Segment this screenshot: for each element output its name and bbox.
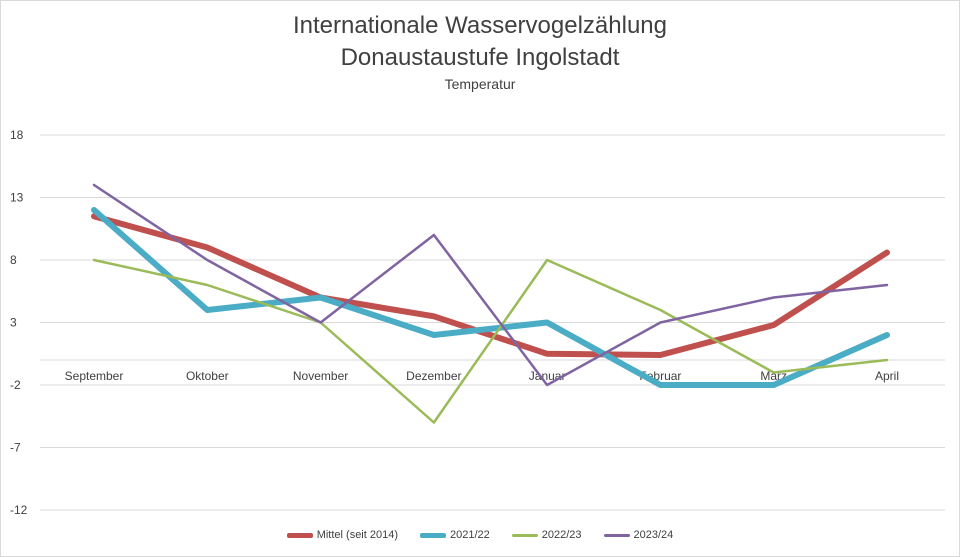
chart-title: Internationale Wasservogelzählung bbox=[292, 12, 667, 39]
legend-swatch bbox=[511, 533, 538, 537]
y-tick-labels: 18 13 8 3 -2 -7 -12 bbox=[10, 128, 28, 517]
y-tick-label: 18 bbox=[10, 128, 24, 142]
legend-item-1: 2021/22 bbox=[420, 529, 490, 541]
series-line-2 bbox=[92, 258, 889, 424]
y-tick-label: -2 bbox=[10, 378, 21, 392]
y-tick-label: 13 bbox=[10, 191, 24, 205]
x-tick-labels: September Oktober November Dezember Januar Fe… bbox=[65, 369, 899, 383]
legend-item-0: Mittel (seit 2014) bbox=[286, 529, 398, 541]
series-line-1 bbox=[91, 207, 890, 388]
legend-swatch bbox=[286, 532, 313, 538]
series-line-3 bbox=[92, 183, 889, 387]
y-tick-label: -7 bbox=[10, 441, 21, 455]
legend-label: Mittel (seit 2014) bbox=[316, 529, 398, 541]
y-tick-label: 8 bbox=[10, 253, 17, 267]
legend-swatch bbox=[420, 532, 446, 538]
chart-caption: Temperatur bbox=[444, 76, 516, 92]
chart-subtitle: Donaustaustufe Ingolstadt bbox=[340, 44, 620, 71]
chart-legend: Mittel (seit 2014) 2021/22 2022/23 2023/24 bbox=[0, 529, 960, 541]
x-tick-label: Januar bbox=[529, 369, 566, 383]
x-tick-label: November bbox=[293, 369, 348, 383]
series-lines bbox=[91, 183, 890, 424]
y-tick-label: 3 bbox=[10, 316, 17, 330]
grid-lines bbox=[40, 134, 945, 511]
legend-item-2: 2022/23 bbox=[511, 529, 582, 541]
legend-swatch bbox=[603, 533, 630, 537]
x-tick-label: Dezember bbox=[406, 369, 461, 383]
legend-label: 2022/23 bbox=[541, 529, 582, 541]
legend-item-3: 2023/24 bbox=[603, 529, 674, 541]
series-line-0 bbox=[91, 213, 890, 358]
x-tick-label: April bbox=[875, 369, 899, 383]
y-tick-label: -12 bbox=[10, 503, 28, 517]
x-tick-label: Oktober bbox=[186, 369, 229, 383]
legend-label: 2021/22 bbox=[450, 529, 490, 541]
x-tick-label: September bbox=[65, 369, 124, 383]
legend-label: 2023/24 bbox=[633, 529, 674, 541]
